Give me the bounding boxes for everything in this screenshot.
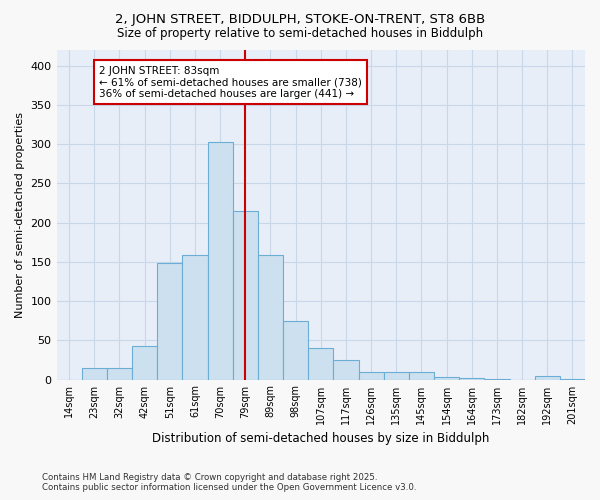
Bar — [334, 360, 359, 380]
Bar — [308, 348, 334, 380]
Bar — [157, 262, 182, 380]
Bar — [82, 368, 107, 380]
Bar — [182, 255, 208, 380]
Y-axis label: Number of semi-detached properties: Number of semi-detached properties — [15, 112, 25, 318]
X-axis label: Distribution of semi-detached houses by size in Biddulph: Distribution of semi-detached houses by … — [152, 432, 490, 445]
Bar — [409, 372, 434, 380]
Bar — [359, 372, 383, 380]
Bar — [560, 379, 585, 380]
Text: Contains HM Land Registry data © Crown copyright and database right 2025.
Contai: Contains HM Land Registry data © Crown c… — [42, 473, 416, 492]
Text: Size of property relative to semi-detached houses in Biddulph: Size of property relative to semi-detach… — [117, 28, 483, 40]
Bar — [535, 376, 560, 380]
Bar — [258, 255, 283, 380]
Bar — [459, 378, 484, 380]
Bar — [132, 346, 157, 380]
Bar — [208, 142, 233, 380]
Text: 2 JOHN STREET: 83sqm
← 61% of semi-detached houses are smaller (738)
36% of semi: 2 JOHN STREET: 83sqm ← 61% of semi-detac… — [100, 66, 362, 99]
Bar — [107, 368, 132, 380]
Bar — [283, 320, 308, 380]
Bar — [383, 372, 409, 380]
Bar — [434, 377, 459, 380]
Text: 2, JOHN STREET, BIDDULPH, STOKE-ON-TRENT, ST8 6BB: 2, JOHN STREET, BIDDULPH, STOKE-ON-TRENT… — [115, 12, 485, 26]
Bar — [233, 211, 258, 380]
Bar — [484, 379, 509, 380]
